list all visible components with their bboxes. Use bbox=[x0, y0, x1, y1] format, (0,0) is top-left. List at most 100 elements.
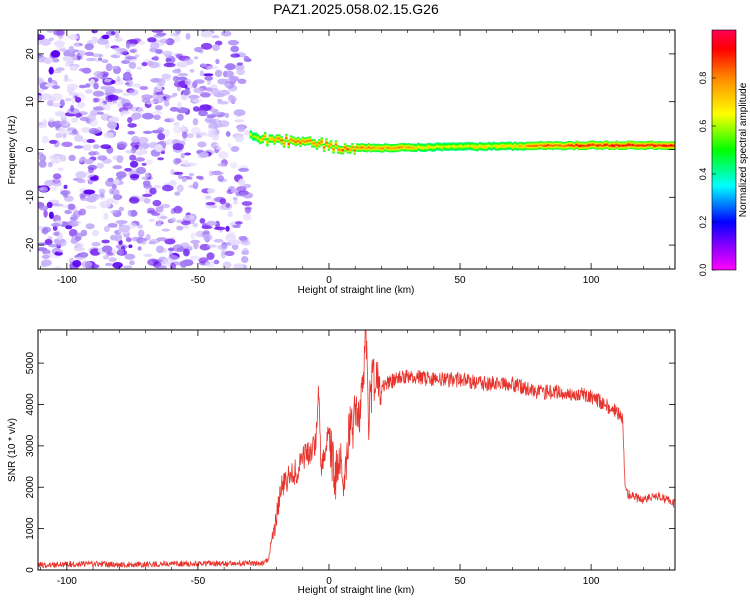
noise-blob bbox=[74, 242, 84, 249]
noise-blob bbox=[51, 222, 61, 227]
y-tick-label: 0 bbox=[25, 567, 36, 573]
noise-blob bbox=[85, 205, 97, 209]
noise-blob bbox=[192, 223, 199, 228]
noise-blob bbox=[143, 130, 153, 134]
noise-blob bbox=[141, 94, 153, 100]
ridge-segment bbox=[396, 147, 399, 149]
ridge-segment bbox=[606, 143, 609, 146]
noise-blob bbox=[96, 162, 104, 169]
noise-blob bbox=[88, 167, 94, 174]
snr-x-label: Height of straight line (km) bbox=[298, 585, 415, 596]
noise-blob bbox=[182, 89, 191, 96]
noise-blob bbox=[232, 196, 238, 201]
noise-blob bbox=[141, 238, 147, 245]
ridge-segment bbox=[285, 137, 288, 139]
noise-blob bbox=[173, 205, 183, 214]
noise-blob bbox=[155, 245, 165, 254]
ridge-segment bbox=[407, 146, 411, 149]
noise-blob bbox=[69, 216, 79, 221]
noise-blob bbox=[208, 108, 219, 113]
noise-blob bbox=[212, 171, 225, 175]
noise-blob bbox=[137, 246, 142, 251]
ridge-segment bbox=[646, 144, 649, 146]
colorbar-tick-label: 0.4 bbox=[698, 168, 708, 181]
noise-blob bbox=[205, 202, 216, 206]
ridge-segment bbox=[445, 146, 448, 148]
noise-blob bbox=[71, 95, 76, 104]
noise-blob bbox=[127, 117, 133, 124]
noise-blob bbox=[84, 51, 94, 57]
x-tick-label: 100 bbox=[583, 275, 600, 286]
noise-blob bbox=[92, 194, 100, 201]
noise-blob bbox=[186, 133, 194, 139]
noise-blob bbox=[100, 86, 109, 90]
noise-blob bbox=[162, 184, 174, 192]
noise-blob bbox=[99, 200, 111, 209]
noise-blob bbox=[213, 259, 220, 265]
noise-blob bbox=[227, 143, 232, 148]
ridge-segment bbox=[398, 146, 401, 149]
ridge-segment bbox=[332, 148, 335, 151]
noise-blob bbox=[147, 37, 157, 43]
noise-blob bbox=[78, 68, 87, 72]
noise-blob bbox=[112, 88, 124, 94]
noise-blob bbox=[50, 50, 61, 58]
noise-blob bbox=[128, 61, 137, 69]
noise-blob bbox=[230, 162, 238, 169]
noise-blob bbox=[236, 67, 245, 76]
ridge-segment bbox=[622, 144, 625, 147]
noise-blob bbox=[155, 206, 164, 213]
noise-blob bbox=[157, 133, 166, 141]
noise-blob bbox=[43, 209, 48, 218]
ridge-segment bbox=[643, 145, 647, 147]
noise-blob bbox=[159, 32, 165, 37]
noise-blob bbox=[176, 76, 188, 81]
noise-blob bbox=[129, 49, 136, 53]
ridge-segment bbox=[351, 146, 354, 149]
noise-blob bbox=[87, 113, 96, 122]
noise-blob bbox=[176, 184, 184, 193]
ridge-segment bbox=[426, 146, 430, 148]
ridge-segment bbox=[514, 144, 517, 147]
ridge-segment bbox=[504, 145, 507, 147]
noise-blob bbox=[129, 160, 139, 168]
noise-blob bbox=[199, 218, 206, 224]
ridge-segment bbox=[478, 145, 481, 147]
noise-blob bbox=[48, 211, 54, 219]
noise-blob bbox=[235, 221, 243, 225]
noise-blob bbox=[233, 109, 246, 117]
noise-blob bbox=[139, 149, 148, 155]
ridge-segment bbox=[393, 147, 396, 149]
noise-blob bbox=[137, 229, 145, 238]
ridge-segment bbox=[506, 144, 510, 147]
noise-blob bbox=[71, 117, 78, 123]
noise-blob bbox=[136, 66, 142, 70]
ridge-segment bbox=[313, 142, 316, 145]
noise-blob bbox=[227, 95, 237, 103]
noise-blob bbox=[149, 187, 157, 195]
ridge-segment bbox=[292, 139, 295, 142]
ridge-segment bbox=[322, 146, 326, 149]
noise-blob bbox=[107, 223, 118, 228]
noise-blob bbox=[64, 209, 72, 215]
ridge-segment bbox=[365, 147, 368, 149]
noise-blob bbox=[237, 125, 245, 133]
noise-blob bbox=[193, 56, 199, 60]
noise-blob bbox=[172, 69, 182, 74]
x-tick-label: -50 bbox=[191, 275, 206, 286]
noise-blob bbox=[73, 41, 80, 48]
noise-blob bbox=[240, 240, 251, 246]
noise-blob bbox=[236, 186, 247, 192]
noise-blob bbox=[135, 54, 140, 58]
noise-blob bbox=[137, 107, 145, 115]
ridge-segment bbox=[294, 141, 297, 143]
noise-blob bbox=[62, 204, 69, 209]
ridge-segment bbox=[582, 145, 585, 147]
ridge-segment bbox=[417, 146, 420, 148]
ridge-segment bbox=[278, 137, 281, 140]
noise-blob bbox=[48, 117, 55, 123]
noise-blob bbox=[57, 249, 64, 253]
noise-blob bbox=[192, 98, 202, 103]
noise-blob bbox=[107, 94, 119, 101]
noise-blob bbox=[111, 31, 115, 35]
